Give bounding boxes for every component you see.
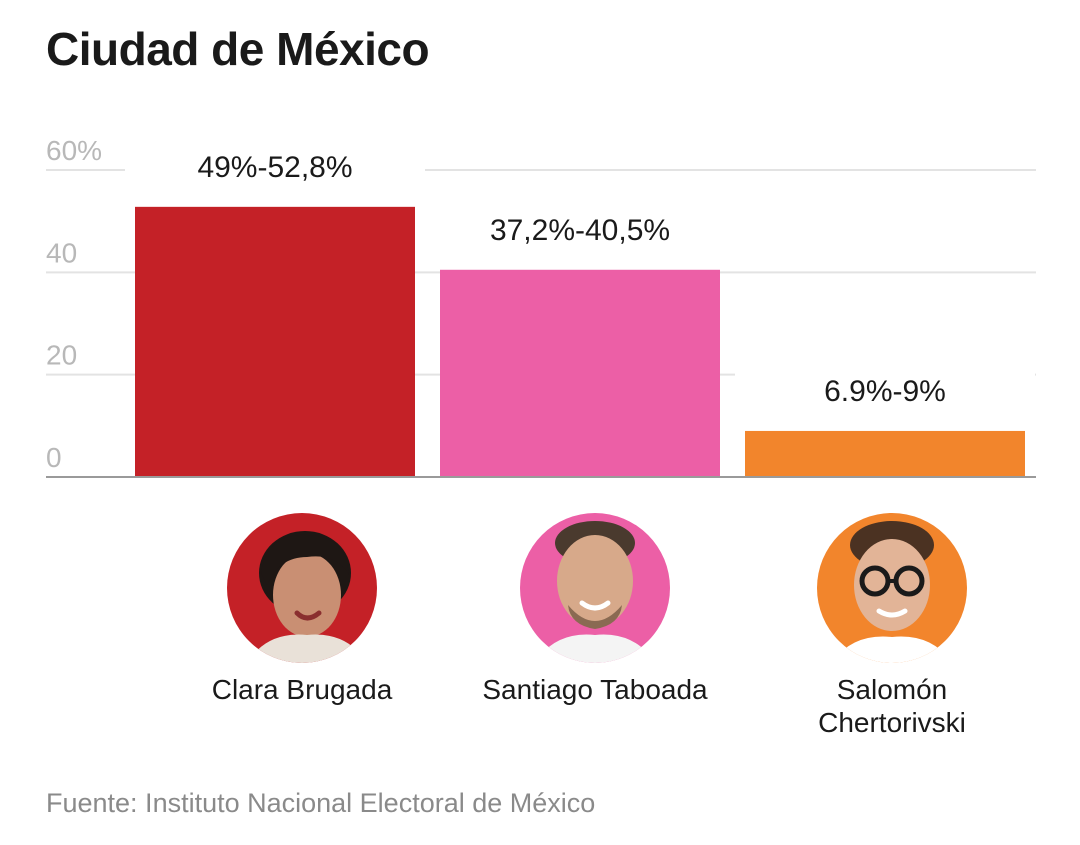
source-note: Fuente: Instituto Nacional Electoral de … bbox=[46, 788, 596, 818]
y-tick-label: 20 bbox=[46, 340, 77, 371]
candidate-salomon: Salomón Chertorivski bbox=[742, 513, 1042, 739]
candidate-name: Santiago Taboada bbox=[482, 674, 708, 705]
data-label: 37,2%-40,5% bbox=[490, 214, 670, 247]
candidate-portrait-icon bbox=[817, 513, 967, 663]
candidate-portrait-icon bbox=[227, 513, 377, 663]
y-tick-label: 60% bbox=[46, 135, 102, 166]
bar bbox=[745, 430, 1025, 477]
candidate-name: Clara Brugada bbox=[211, 674, 393, 705]
bar-chart: 0 20 40 60% 49%-52,8% 37,2%-40,5% 6.9%-9% bbox=[46, 135, 1036, 478]
data-label: 6.9%-9% bbox=[824, 375, 946, 408]
value-label-backing bbox=[430, 203, 730, 252]
data-label: 49%-52,8% bbox=[197, 151, 352, 184]
candidate-clara: Clara Brugada bbox=[152, 513, 452, 706]
candidate-portrait-icon bbox=[520, 513, 670, 663]
candidate-name-line: Salomón bbox=[836, 674, 948, 705]
y-tick-label: 40 bbox=[46, 237, 77, 268]
value-label-backing bbox=[125, 140, 425, 189]
y-tick-label: 0 bbox=[46, 442, 62, 473]
bar bbox=[135, 206, 415, 477]
candidate-santiago: Santiago Taboada bbox=[445, 513, 745, 706]
chart-title: Ciudad de México bbox=[46, 23, 430, 75]
candidate-name-line: Chertorivski bbox=[818, 707, 966, 738]
value-label-backing bbox=[735, 364, 1035, 413]
bar bbox=[440, 269, 720, 477]
candidate-name: Salomón Chertorivski bbox=[742, 673, 1042, 739]
